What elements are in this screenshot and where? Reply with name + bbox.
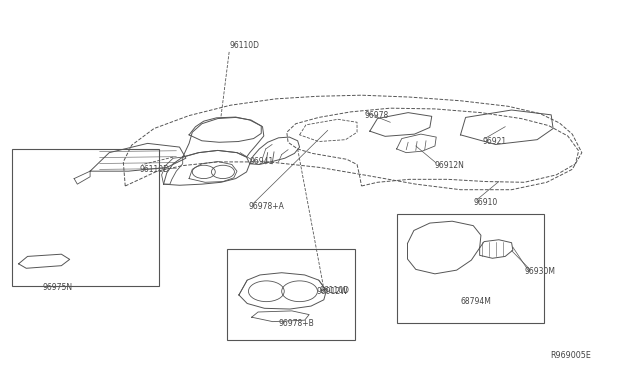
Text: 96110D: 96110D <box>140 165 170 174</box>
Text: 96978+B: 96978+B <box>278 320 314 328</box>
Bar <box>12 149 159 286</box>
Text: 96910: 96910 <box>473 198 497 207</box>
Text: 96978+A: 96978+A <box>248 202 284 211</box>
Text: 96912W: 96912W <box>317 287 348 296</box>
Text: 96930M: 96930M <box>524 267 556 276</box>
Text: 96912N: 96912N <box>435 161 465 170</box>
Bar <box>397 214 543 323</box>
Text: 96975N: 96975N <box>42 283 72 292</box>
Text: 68794M: 68794M <box>461 297 492 306</box>
Text: 96921: 96921 <box>483 137 507 146</box>
Text: 96110D: 96110D <box>320 286 350 295</box>
Text: 96110D: 96110D <box>229 41 259 51</box>
Bar <box>227 249 355 340</box>
Text: 96941: 96941 <box>250 157 274 166</box>
Text: R969005E: R969005E <box>550 351 591 360</box>
Text: 96978: 96978 <box>365 111 389 120</box>
